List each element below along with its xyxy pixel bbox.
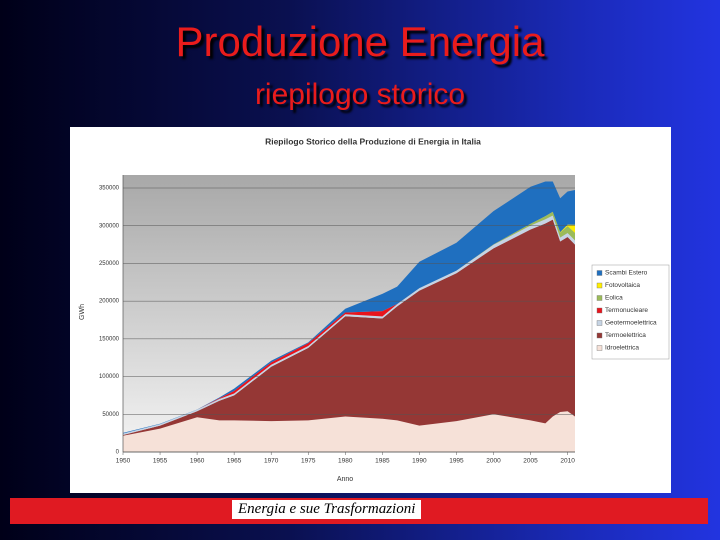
legend-label: Termoelettrica xyxy=(605,332,646,339)
x-tick-label: 1975 xyxy=(301,458,316,465)
x-tick-label: 1965 xyxy=(227,458,242,465)
slide-subtitle: riepilogo storico xyxy=(254,78,466,111)
area xyxy=(123,411,575,452)
x-tick-label: 1995 xyxy=(449,458,464,465)
chart: Riepilogo Storico della Produzione di En… xyxy=(70,127,671,493)
y-tick-label: 250000 xyxy=(99,261,120,267)
y-tick-label: 100000 xyxy=(99,374,120,380)
x-tick-label: 1960 xyxy=(190,458,205,465)
x-tick-label: 1985 xyxy=(375,458,390,465)
x-tick-label: 2010 xyxy=(560,458,575,465)
legend-label: Termonucleare xyxy=(605,307,648,314)
legend-box xyxy=(591,264,670,360)
footer-bar: Energia e sue Trasformazioni xyxy=(10,498,708,524)
legend-label: Fotovoltaica xyxy=(605,282,640,289)
chart-title: Riepilogo Storico della Produzione di En… xyxy=(265,136,481,146)
legend-swatch xyxy=(596,307,603,314)
footer-text: Energia e sue Trasformazioni xyxy=(232,500,422,519)
x-tick-label: 1970 xyxy=(264,458,279,465)
x-tick-label: 1950 xyxy=(116,458,131,465)
x-axis-label: Anno xyxy=(337,476,353,483)
y-axis-label: GWh xyxy=(79,304,86,320)
x-tick-label: 1955 xyxy=(153,458,168,465)
x-tick-label: 2005 xyxy=(523,458,538,465)
legend-swatch xyxy=(596,320,603,326)
y-tick-label: 300000 xyxy=(99,223,120,229)
legend-swatch xyxy=(596,332,603,339)
x-tick-label: 2000 xyxy=(486,458,501,465)
legend-label: Idroelettrica xyxy=(605,345,639,352)
legend-label: Eolica xyxy=(605,295,623,302)
area xyxy=(123,181,575,434)
legend-label: Scambi Estero xyxy=(605,270,648,277)
series-group xyxy=(123,181,575,452)
y-tick-label: 200000 xyxy=(99,299,120,305)
y-tick-label: 0 xyxy=(116,450,120,456)
slide-title: Produzione Energia xyxy=(175,18,545,65)
x-tick-label: 1990 xyxy=(412,458,427,465)
y-tick-label: 50000 xyxy=(102,412,119,418)
area xyxy=(123,219,575,436)
legend-swatch xyxy=(596,295,603,301)
y-tick-label: 350000 xyxy=(99,186,120,192)
y-tick-label: 150000 xyxy=(99,336,120,342)
legend-label: Geotermoelettrica xyxy=(605,320,657,327)
legend-swatch xyxy=(596,282,603,289)
legend-swatch xyxy=(596,345,603,351)
x-tick-label: 1980 xyxy=(338,458,353,465)
legend-swatch xyxy=(596,270,603,276)
